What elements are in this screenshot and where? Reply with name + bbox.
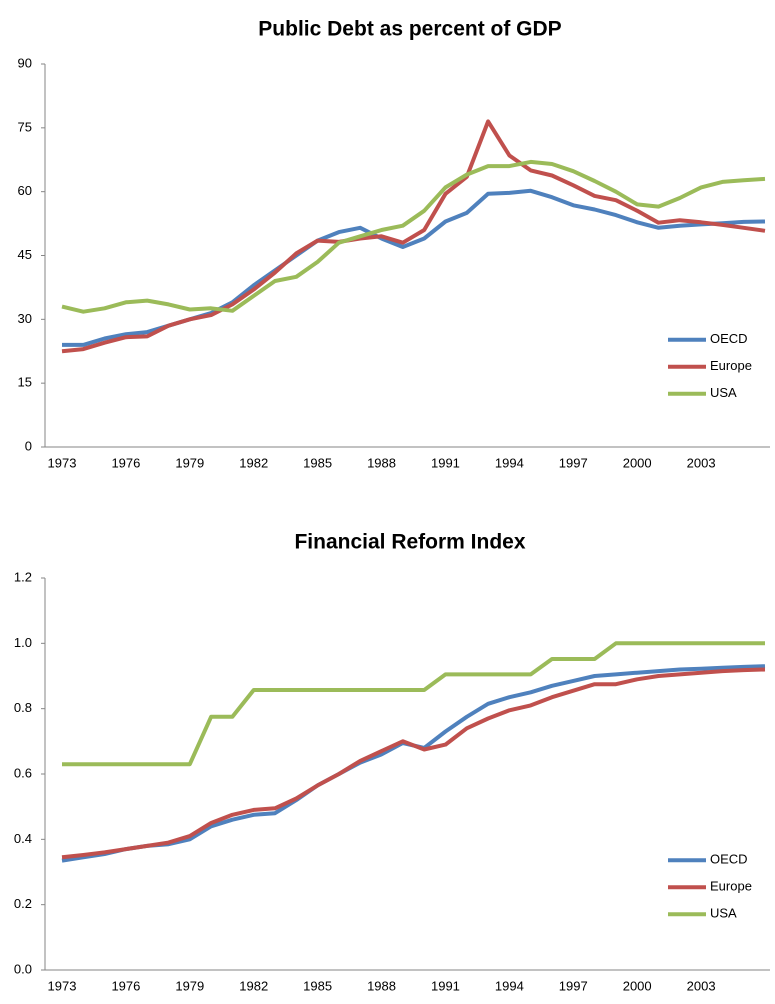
y-tick-label: 90 — [18, 55, 32, 70]
x-tick-label: 1973 — [48, 978, 77, 993]
y-tick-label: 0.6 — [14, 765, 32, 780]
legend-label: USA — [710, 385, 737, 400]
x-tick-label: 1979 — [175, 455, 204, 470]
x-tick-label: 1976 — [111, 978, 140, 993]
x-tick-label: 1985 — [303, 978, 332, 993]
legend-label: Europe — [710, 358, 752, 373]
x-tick-label: 1997 — [559, 978, 588, 993]
x-tick-label: 1985 — [303, 455, 332, 470]
y-tick-label: 0.0 — [14, 961, 32, 976]
y-tick-label: 0 — [25, 438, 32, 453]
x-tick-label: 1988 — [367, 455, 396, 470]
y-tick-label: 1.0 — [14, 635, 32, 650]
x-tick-label: 1976 — [111, 455, 140, 470]
legend-label: USA — [710, 906, 737, 921]
y-tick-label: 30 — [18, 311, 32, 326]
chart-title: Public Debt as percent of GDP — [258, 18, 561, 41]
y-tick-label: 0.4 — [14, 831, 32, 846]
legend-label: OECD — [710, 852, 748, 867]
x-tick-label: 1988 — [367, 978, 396, 993]
x-tick-label: 1982 — [239, 455, 268, 470]
x-tick-label: 1973 — [48, 455, 77, 470]
y-tick-label: 0.2 — [14, 896, 32, 911]
y-tick-label: 1.2 — [14, 569, 32, 584]
y-tick-label: 0.8 — [14, 700, 32, 715]
y-tick-label: 15 — [18, 375, 32, 390]
y-tick-label: 45 — [18, 247, 32, 262]
x-tick-label: 1994 — [495, 455, 524, 470]
x-tick-label: 2003 — [687, 455, 716, 470]
data-line — [62, 188, 766, 347]
x-tick-label: 1997 — [559, 455, 588, 470]
data-line — [62, 641, 765, 767]
chart-title: Financial Reform Index — [294, 531, 525, 554]
x-tick-label: 1991 — [431, 455, 460, 470]
x-tick-label: 1982 — [239, 978, 268, 993]
x-tick-label: 1991 — [431, 978, 460, 993]
legend-label: OECD — [710, 331, 748, 346]
data-line — [61, 159, 766, 314]
x-tick-label: 1979 — [175, 978, 204, 993]
x-tick-label: 2000 — [623, 455, 652, 470]
y-tick-label: 75 — [18, 119, 32, 134]
data-line — [61, 667, 766, 860]
data-line — [61, 119, 766, 354]
x-tick-label: 1994 — [495, 978, 524, 993]
x-tick-label: 2003 — [687, 978, 716, 993]
y-tick-label: 60 — [18, 183, 32, 198]
x-tick-label: 2000 — [623, 978, 652, 993]
legend-label: Europe — [710, 879, 752, 894]
